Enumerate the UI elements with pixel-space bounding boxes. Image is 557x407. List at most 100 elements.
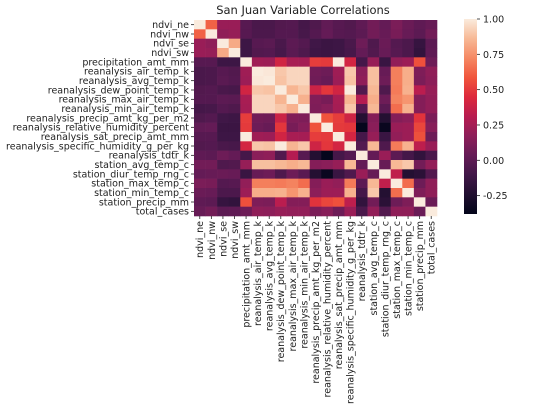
heatmap-cell <box>228 169 241 179</box>
heatmap-cell <box>402 104 415 114</box>
heatmap-cell <box>344 188 357 198</box>
row-label: reanalysis_dew_point_temp_k <box>48 85 190 96</box>
column-label: reanalysis_tdtr_k <box>357 221 368 302</box>
heatmap-cell <box>263 76 276 86</box>
heatmap-cell <box>217 76 230 86</box>
heatmap-cell <box>240 150 253 161</box>
heatmap-cell <box>263 20 276 30</box>
heatmap-cell <box>228 188 241 198</box>
heatmap-cell <box>367 38 380 49</box>
heatmap-cell <box>298 113 311 123</box>
heatmap-cell <box>194 113 206 123</box>
heatmap-cell <box>205 132 218 142</box>
heatmap-cell <box>240 94 253 105</box>
heatmap-cell <box>379 132 392 142</box>
heatmap-cell <box>228 160 241 170</box>
row-label: reanalysis_avg_temp_k <box>79 76 190 87</box>
heatmap-cell <box>390 38 403 49</box>
heatmap-cell <box>321 48 334 58</box>
heatmap-cell <box>240 66 253 77</box>
heatmap-cell <box>240 197 253 207</box>
column-label: reanalysis_avg_temp_k <box>265 221 276 332</box>
colorbar-tick-label: 0.00 <box>483 156 504 167</box>
heatmap-cell <box>286 104 299 114</box>
heatmap-cell <box>413 113 426 123</box>
heatmap-cell <box>367 76 380 86</box>
column-label: reanalysis_relative_humidity_percent <box>322 221 333 398</box>
column-label: total_cases <box>427 221 438 274</box>
heatmap-cell <box>286 197 299 207</box>
heatmap-cell <box>251 57 264 67</box>
heatmap-cell <box>228 48 241 58</box>
heatmap-cell <box>205 160 218 170</box>
heatmap-cell <box>379 76 392 86</box>
heatmap-cell <box>379 38 392 49</box>
heatmap-cell <box>217 122 230 133</box>
heatmap-cell <box>286 206 299 217</box>
heatmap-cell <box>356 48 368 58</box>
column-label: station_min_temp_c <box>403 221 414 316</box>
heatmap-cell <box>344 178 357 189</box>
heatmap-cell <box>251 197 264 207</box>
heatmap-cell <box>217 29 230 39</box>
heatmap-cell <box>194 104 206 114</box>
heatmap-cell <box>379 160 392 170</box>
heatmap-cell <box>298 66 311 77</box>
heatmap-cell <box>309 85 322 95</box>
heatmap-cell <box>344 169 357 179</box>
heatmap-cell <box>194 188 206 198</box>
heatmap-cell <box>425 197 438 207</box>
heatmap-cell <box>390 178 403 189</box>
row-label: reanalysis_air_temp_k <box>84 67 189 78</box>
heatmap-cell <box>205 197 218 207</box>
heatmap-cell <box>275 122 287 133</box>
row-label: station_diur_temp_rng_c <box>73 169 189 180</box>
colorbar-tick-label: 0.25 <box>483 120 504 131</box>
row-label: station_min_temp_c <box>94 188 189 199</box>
heatmap-cell <box>344 57 357 67</box>
heatmap-cell <box>367 20 380 30</box>
heatmap-cell <box>356 66 368 77</box>
row-label: precipitation_amt_mm <box>82 57 189 68</box>
heatmap-cell <box>425 76 438 86</box>
heatmap-cell <box>298 188 311 198</box>
heatmap-cell <box>228 94 241 105</box>
column-label: station_precip_mm <box>415 221 426 311</box>
heatmap-cell <box>367 141 380 151</box>
heatmap-cell <box>356 206 368 217</box>
heatmap-cell <box>251 188 264 198</box>
row-label: reanalysis_max_air_temp_k <box>59 95 190 106</box>
heatmap-cell <box>367 85 380 95</box>
heatmap-cell <box>263 29 276 39</box>
heatmap-cell <box>275 141 287 151</box>
heatmap-cell <box>217 178 230 189</box>
column-label: reanalysis_min_air_temp_k <box>299 221 310 349</box>
row-label: reanalysis_specific_humidity_g_per_kg <box>6 141 189 152</box>
heatmap-cell <box>251 38 264 49</box>
heatmap-cell <box>332 160 345 170</box>
heatmap-cell <box>194 160 206 170</box>
heatmap-cell <box>344 104 357 114</box>
heatmap-cell <box>321 76 334 86</box>
heatmap-cell <box>309 132 322 142</box>
heatmap-cell <box>194 76 206 86</box>
heatmap-cell <box>217 169 230 179</box>
heatmap-cell <box>309 113 322 123</box>
heatmap-cell <box>194 57 206 67</box>
heatmap-cell <box>402 76 415 86</box>
heatmap-cell <box>263 85 276 95</box>
heatmap-cell <box>413 20 426 30</box>
heatmap-cell <box>205 122 218 133</box>
heatmap-cell <box>286 76 299 86</box>
heatmap-cell <box>321 141 334 151</box>
heatmap-cell <box>275 197 287 207</box>
heatmap-cell <box>402 150 415 161</box>
heatmap-cell <box>194 48 206 58</box>
heatmap-cell <box>251 178 264 189</box>
row-label: total_cases <box>136 207 189 218</box>
heatmap-cell <box>309 104 322 114</box>
heatmap-cell <box>402 48 415 58</box>
heatmap-cell <box>286 122 299 133</box>
heatmap-cell <box>321 160 334 170</box>
colorbar <box>464 19 477 214</box>
